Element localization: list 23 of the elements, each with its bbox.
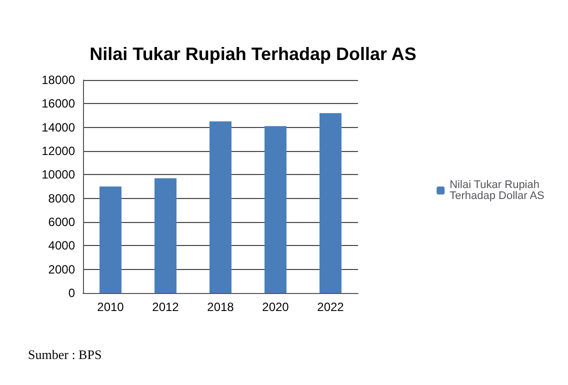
- x-tick-label: 2020: [262, 300, 290, 314]
- y-tick-label: 8000: [48, 191, 76, 206]
- bar: [154, 178, 176, 293]
- y-tick-label: 14000: [42, 120, 76, 134]
- bar: [264, 126, 286, 293]
- legend-label: Nilai Tukar Rupiah Terhadap Dollar AS: [450, 179, 544, 202]
- bar: [100, 186, 122, 293]
- y-tick-label: 10000: [42, 168, 76, 182]
- bar: [210, 121, 232, 293]
- y-tick-label: 2000: [48, 262, 76, 276]
- bar: [320, 113, 342, 293]
- x-tick-label: 2022: [317, 300, 344, 314]
- y-tick-label: 6000: [48, 215, 76, 229]
- y-tick-label: 16000: [42, 96, 76, 111]
- x-tick-label: 2010: [97, 300, 124, 314]
- x-tick-label: 2018: [207, 300, 234, 314]
- chart-title: Nilai Tukar Rupiah Terhadap Dollar AS: [90, 44, 416, 64]
- y-tick-label: 0: [68, 286, 76, 300]
- y-tick-label: 18000: [42, 73, 76, 87]
- x-tick-label: 2012: [152, 300, 180, 314]
- y-tick-label: 12000: [42, 144, 76, 158]
- text: Sumber : BPS: [28, 347, 102, 362]
- y-tick-label: 4000: [48, 238, 76, 253]
